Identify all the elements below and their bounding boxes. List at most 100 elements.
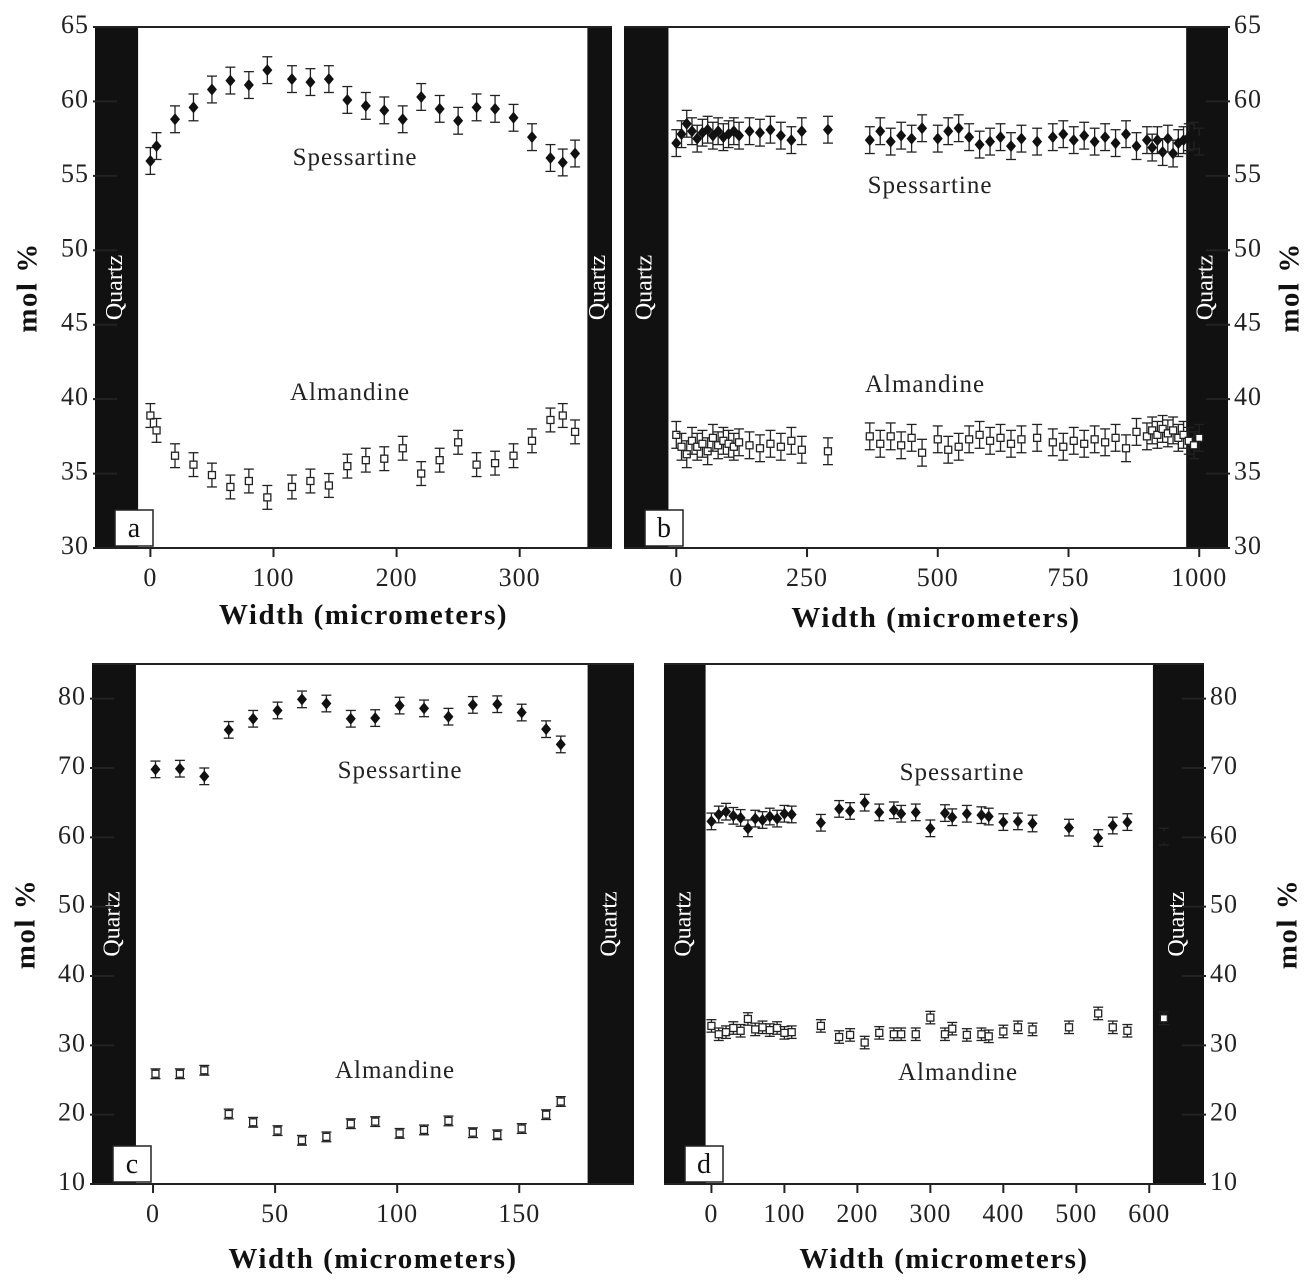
data-point-almandine	[1159, 1014, 1169, 1023]
data-point-almandine	[897, 441, 906, 450]
data-point-almandine	[729, 1023, 738, 1033]
data-point-spessartine	[174, 762, 185, 775]
y-axis-title: mol %	[1272, 879, 1304, 969]
data-point-spessartine	[888, 804, 899, 817]
data-point-almandine	[343, 461, 352, 471]
data-point-spessartine	[721, 805, 732, 818]
data-point-spessartine	[1168, 147, 1179, 160]
y-tick-label: 40	[61, 382, 89, 411]
x-tick-label: 50	[261, 1199, 289, 1228]
data-point-spessartine	[985, 135, 996, 148]
data-point-spessartine	[947, 811, 958, 824]
data-point-spessartine	[188, 101, 199, 114]
data-point-almandine	[224, 1109, 233, 1119]
data-point-spessartine	[323, 73, 334, 86]
data-point-almandine	[1189, 441, 1199, 450]
data-point-almandine	[1132, 427, 1141, 437]
quartz-label: Quartz	[585, 255, 611, 320]
series-almandine	[150, 1064, 566, 1146]
data-point-spessartine	[248, 712, 259, 725]
x-tick-label: 0	[143, 563, 157, 592]
data-point-almandine	[911, 1030, 920, 1039]
y-tick-label: 70	[58, 751, 86, 780]
data-point-almandine	[985, 436, 995, 445]
panel-letter-box	[644, 509, 684, 547]
data-point-almandine	[398, 444, 407, 453]
data-point-almandine	[875, 1028, 884, 1038]
data-point-spessartine	[885, 135, 896, 148]
x-tick-label: 0	[146, 1199, 160, 1228]
data-point-spessartine	[864, 134, 875, 147]
data-point-almandine	[380, 454, 389, 463]
data-point-almandine	[944, 445, 953, 454]
x-axis-title: Width (micrometers)	[791, 602, 1080, 634]
data-point-spessartine	[786, 134, 797, 147]
data-point-almandine	[1121, 444, 1131, 453]
data-point-spessartine	[1058, 128, 1069, 141]
data-point-almandine	[897, 1030, 906, 1039]
data-point-spessartine	[541, 723, 552, 736]
data-point-spessartine	[742, 822, 753, 835]
quartz-band	[1186, 27, 1228, 548]
data-point-spessartine	[296, 693, 307, 706]
y-tick-label: 80	[1210, 682, 1238, 711]
data-point-almandine	[977, 1030, 986, 1039]
data-point-almandine	[546, 415, 555, 425]
data-point-almandine	[765, 1025, 774, 1035]
data-point-spessartine	[834, 802, 845, 815]
data-point-spessartine	[765, 123, 776, 136]
data-point-almandine	[324, 481, 334, 490]
data-point-spessartine	[1189, 129, 1200, 142]
y-tick-label: 70	[1210, 751, 1238, 780]
data-point-almandine	[776, 442, 786, 451]
data-point-almandine	[152, 426, 161, 435]
data-point-almandine	[889, 1030, 899, 1039]
data-point-almandine	[721, 1028, 731, 1037]
data-point-spessartine	[262, 64, 273, 77]
data-point-almandine	[346, 1119, 355, 1128]
x-tick-label: 200	[836, 1199, 878, 1228]
data-point-almandine	[780, 1028, 789, 1038]
data-point-almandine	[926, 1013, 935, 1022]
x-tick-label: 300	[909, 1199, 951, 1228]
data-point-spessartine	[199, 770, 210, 783]
data-point-spessartine	[150, 763, 161, 776]
y-tick-label: 30	[61, 531, 89, 560]
data-point-spessartine	[1093, 832, 1104, 845]
data-point-spessartine	[964, 131, 975, 144]
data-point-almandine	[1111, 433, 1120, 442]
x-tick-label: 500	[1055, 1199, 1097, 1228]
data-point-spessartine	[779, 807, 790, 820]
data-point-spessartine	[932, 132, 943, 145]
data-point-almandine	[453, 438, 463, 447]
data-point-spessartine	[974, 138, 985, 151]
panel-letter-box	[684, 1145, 724, 1183]
data-point-almandine	[248, 1118, 258, 1127]
data-point-almandine	[1017, 435, 1026, 444]
data-point-almandine	[1094, 1009, 1103, 1018]
data-point-spessartine	[859, 796, 870, 809]
data-point-spessartine	[775, 129, 786, 142]
data-point-almandine	[964, 435, 974, 444]
y-tick-label: 35	[1234, 457, 1262, 486]
x-tick-label: 400	[982, 1199, 1024, 1228]
y-tick-label: 60	[58, 820, 86, 849]
panel-letter-box	[112, 1145, 152, 1183]
data-point-spessartine	[286, 73, 297, 86]
panel-letter: d	[697, 1149, 711, 1180]
data-point-spessartine	[557, 156, 568, 169]
data-point-almandine	[745, 441, 754, 450]
data-point-spessartine	[983, 810, 994, 823]
data-point-almandine	[226, 482, 235, 492]
quartz-label: Quartz	[1193, 255, 1219, 320]
series-label-spessartine: Spessartine	[293, 144, 418, 171]
data-point-spessartine	[453, 114, 464, 127]
data-point-almandine	[306, 476, 315, 486]
quartz-band	[1152, 664, 1204, 1184]
data-point-almandine	[713, 441, 723, 450]
data-point-spessartine	[492, 698, 503, 711]
data-point-almandine	[860, 1038, 869, 1047]
data-point-almandine	[1059, 442, 1068, 451]
data-point-almandine	[1028, 1025, 1037, 1034]
